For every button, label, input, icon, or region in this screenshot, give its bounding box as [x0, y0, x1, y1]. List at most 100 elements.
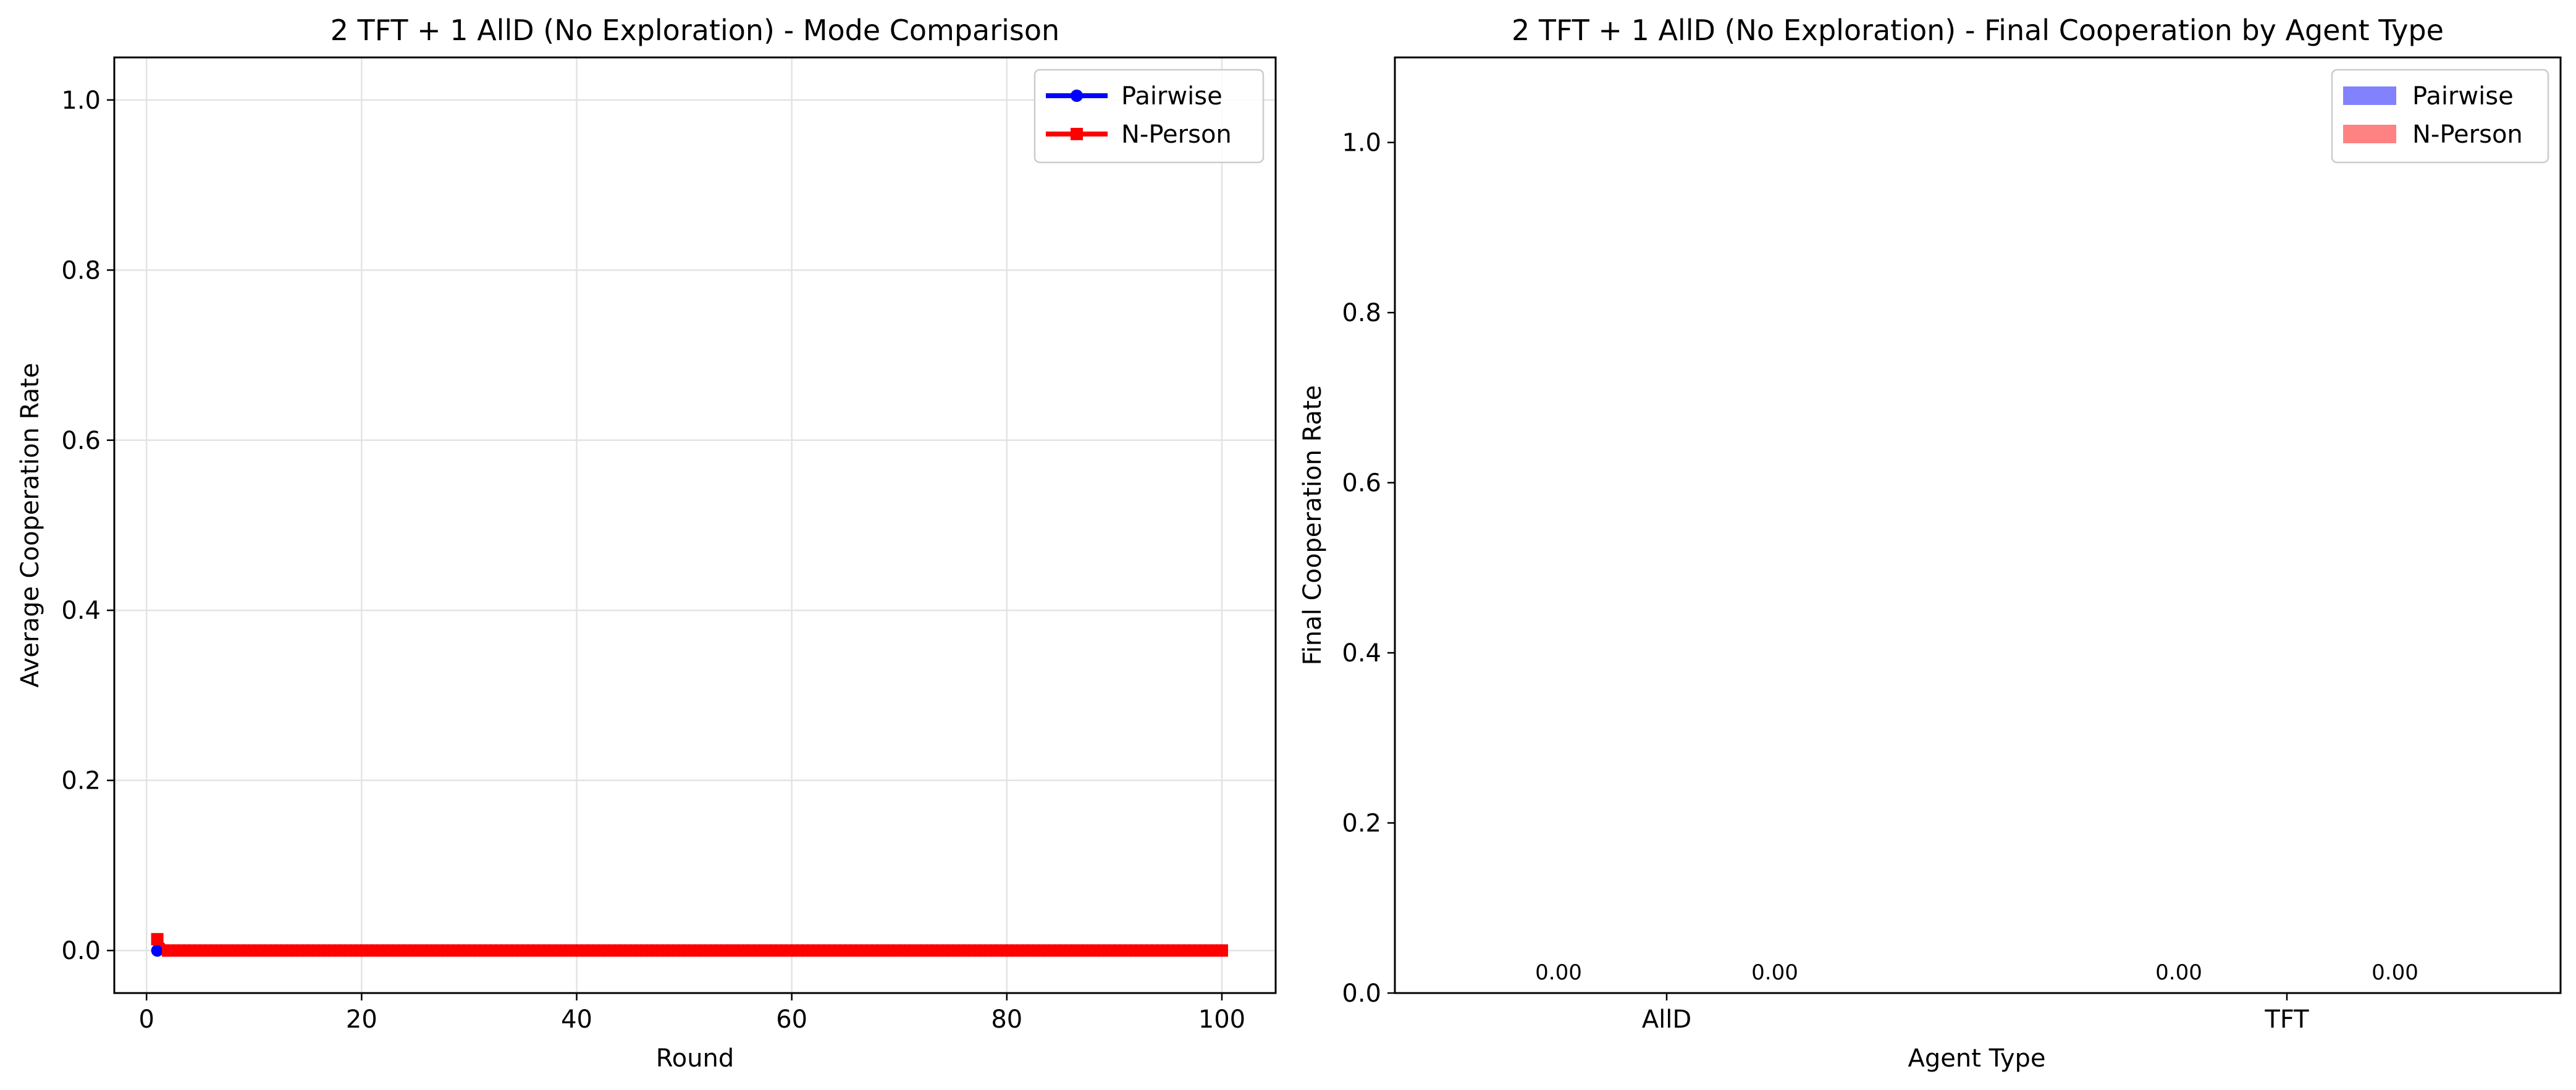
data-point: [463, 944, 476, 957]
data-point: [216, 944, 229, 957]
data-point: [355, 944, 368, 957]
data-point: [1022, 944, 1035, 957]
legend-marker: [1071, 128, 1083, 140]
data-point: [839, 944, 852, 957]
data-point: [1108, 944, 1121, 957]
plot-frame: [1394, 56, 2562, 994]
data-point: [979, 944, 991, 957]
data-point: [366, 944, 379, 957]
data-point: [1043, 944, 1056, 957]
data-point: [312, 944, 325, 957]
data-point: [689, 944, 701, 957]
data-point: [785, 944, 798, 957]
data-point: [290, 944, 303, 957]
data-point: [441, 944, 454, 957]
data-point: [237, 944, 250, 957]
data-point: [1194, 944, 1207, 957]
x-tick-label: 60: [776, 1005, 807, 1034]
data-point: [581, 944, 594, 957]
series-markers-n-person: [151, 933, 1228, 957]
y-axis-label: Final Cooperation Rate: [1299, 385, 1327, 666]
data-point: [1075, 944, 1088, 957]
data-point: [409, 944, 422, 957]
data-point: [398, 944, 411, 957]
data-point: [301, 944, 314, 957]
data-point: [473, 944, 486, 957]
legend-marker: [1071, 90, 1083, 102]
bar-value-label: 0.00: [1751, 960, 1798, 985]
data-point: [710, 944, 723, 957]
data-point: [1151, 944, 1164, 957]
data-point: [183, 944, 196, 957]
chart-title: 2 TFT + 1 AllD (No Exploration) - Final …: [1512, 14, 2444, 47]
data-point: [764, 944, 777, 957]
bar-chart-panel: 0.00 0.00 0.00 0.00 AllD TFT 0.0 0.2 0.4 0.6 0.8 1.…: [1299, 14, 2562, 1073]
data-point: [377, 944, 390, 957]
x-tick-label: 20: [346, 1005, 377, 1034]
bar-value-label: 0.00: [2372, 960, 2418, 985]
data-point: [280, 944, 293, 957]
bar-value-label: 0.00: [1535, 960, 1582, 985]
data-point: [1183, 944, 1196, 957]
x-tick-label: 40: [561, 1005, 592, 1034]
legend-box: [1033, 69, 1265, 164]
data-point: [775, 944, 788, 957]
legend-label: N-Person: [2412, 120, 2523, 149]
data-point: [269, 944, 282, 957]
data-point: [828, 944, 841, 957]
data-point: [1097, 944, 1110, 957]
y-tick-label: 0.4: [1342, 639, 1381, 668]
legend-label: Pairwise: [1121, 82, 1223, 111]
data-point: [753, 944, 766, 957]
y-tick-label: 0.8: [61, 256, 101, 285]
data-point: [560, 944, 573, 957]
data-point: [1011, 944, 1024, 957]
data-point: [549, 944, 562, 957]
data-point: [667, 944, 680, 957]
legend-label: Pairwise: [2412, 82, 2514, 111]
data-point: [624, 944, 637, 957]
data-point: [914, 944, 927, 957]
x-tick-label: 100: [1198, 1005, 1245, 1034]
data-point: [194, 944, 207, 957]
y-tick-label: 0.6: [1342, 469, 1381, 498]
x-axis-label: Agent Type: [1908, 1044, 2046, 1073]
data-point: [721, 944, 734, 957]
data-point: [743, 944, 756, 957]
data-point: [1000, 944, 1013, 957]
bar-value-label: 0.00: [2155, 960, 2202, 985]
y-tick-label: 0.2: [61, 767, 101, 795]
data-point: [925, 944, 938, 957]
data-point: [151, 944, 164, 957]
data-point: [946, 944, 959, 957]
data-point: [893, 944, 906, 957]
data-point: [1119, 944, 1132, 957]
data-point: [1054, 944, 1067, 957]
data-point: [904, 944, 917, 957]
data-point: [592, 944, 605, 957]
data-point: [646, 944, 659, 957]
data-point: [506, 944, 519, 957]
data-point: [452, 944, 465, 957]
x-tick-label: 0: [138, 1005, 154, 1034]
data-point: [344, 944, 357, 957]
x-tick-label: 80: [991, 1005, 1022, 1034]
data-point: [634, 944, 647, 957]
data-point: [419, 944, 432, 957]
x-tick-label: TFT: [2264, 1005, 2309, 1034]
data-point: [538, 944, 551, 957]
data-point: [570, 944, 583, 957]
y-tick-label: 0.0: [1342, 979, 1381, 1008]
data-point: [151, 933, 164, 945]
data-point: [1161, 944, 1174, 957]
data-point: [731, 944, 744, 957]
data-point: [484, 944, 497, 957]
chart-title: 2 TFT + 1 AllD (No Exploration) - Mode C…: [330, 14, 1059, 47]
data-point: [248, 944, 261, 957]
y-tick-label: 0.8: [1342, 299, 1381, 327]
data-point: [882, 944, 895, 957]
data-point: [1172, 944, 1185, 957]
data-point: [990, 944, 1003, 957]
y-tick-label: 1.0: [1342, 129, 1381, 157]
